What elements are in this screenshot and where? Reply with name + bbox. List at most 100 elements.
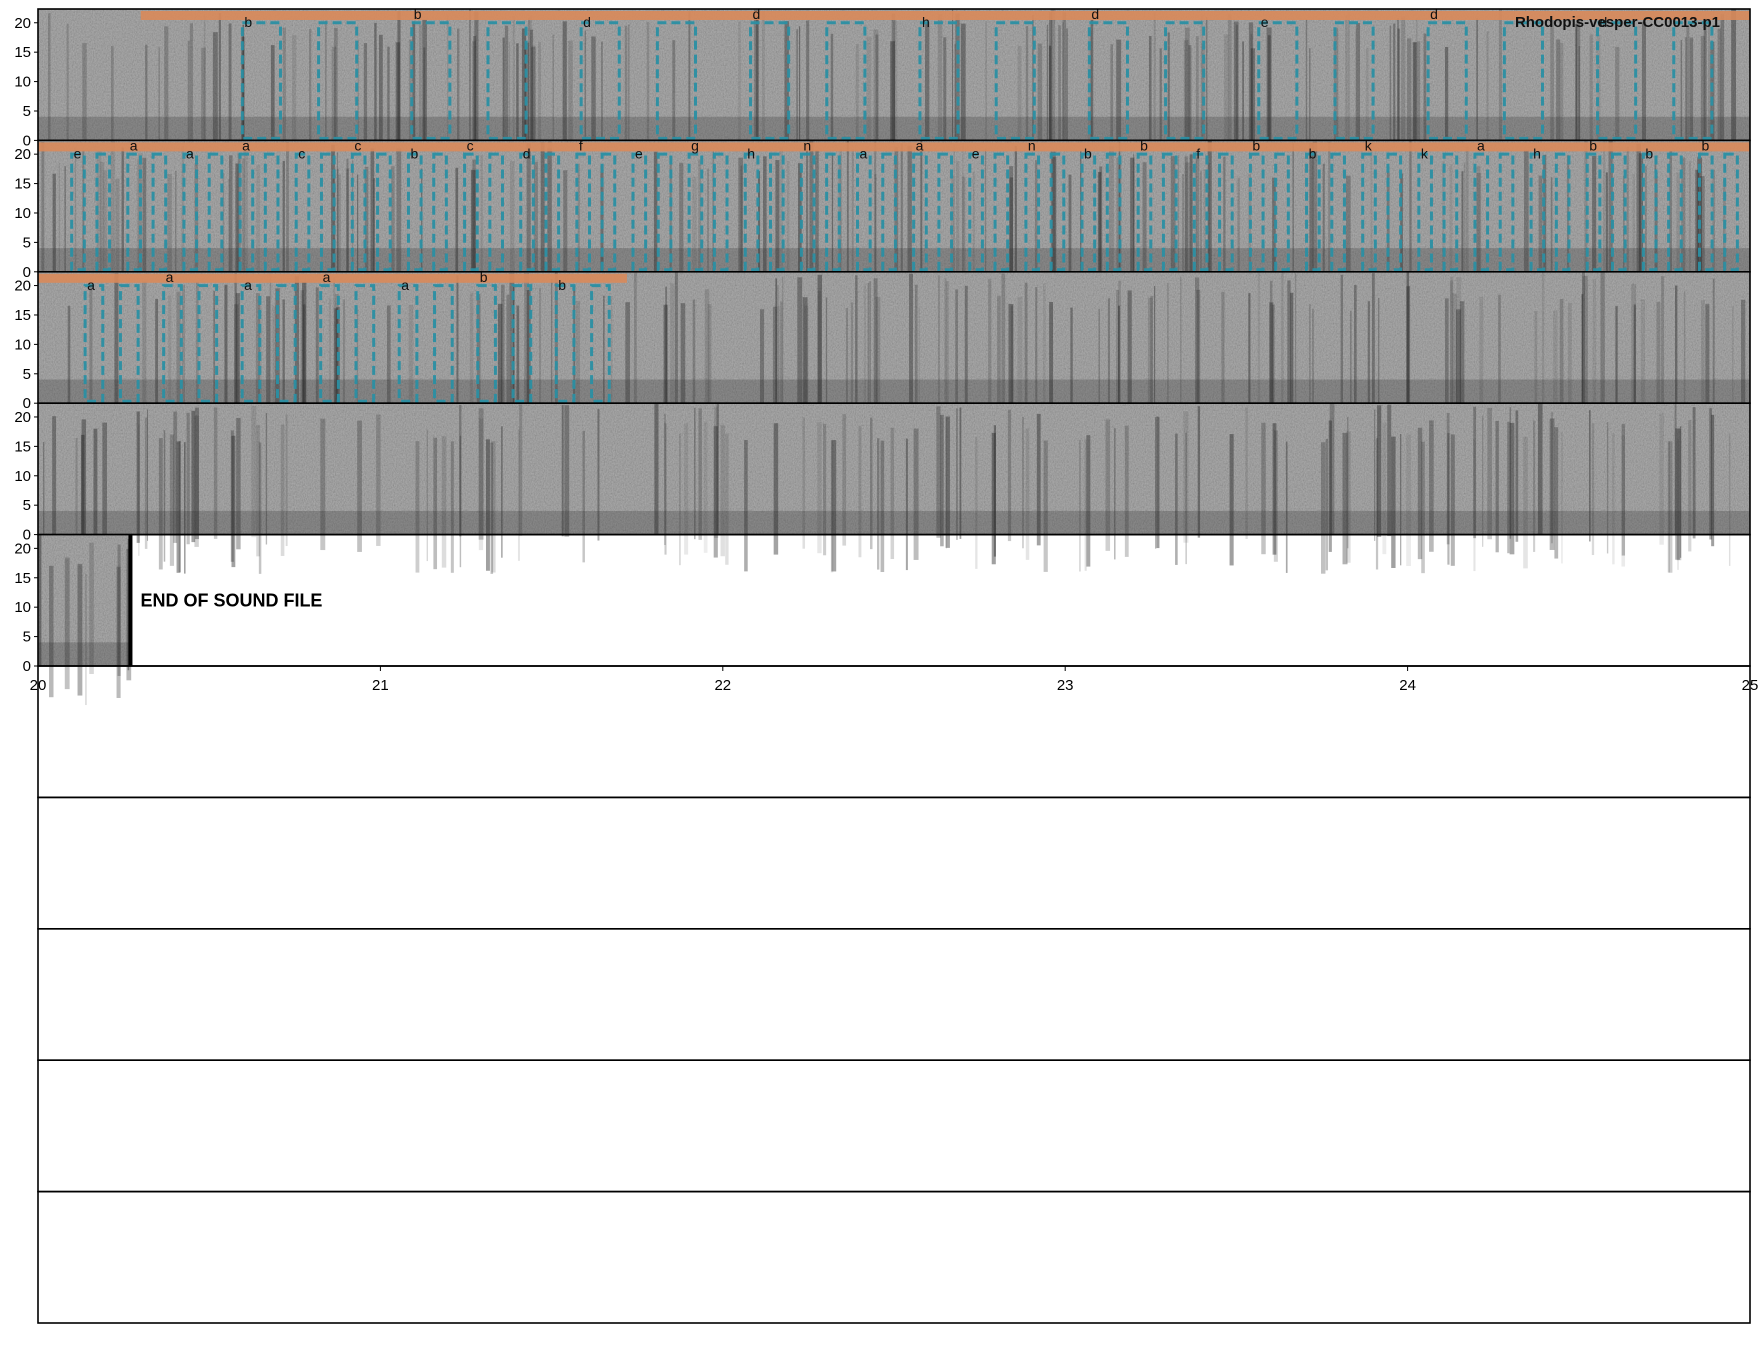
spectrogram-stripe — [1409, 140, 1412, 272]
spectrogram-stripe — [1681, 157, 1686, 290]
spectrogram-stripe — [1382, 422, 1387, 555]
syllable-box — [182, 152, 199, 272]
spectrogram-stripe — [41, 141, 45, 274]
syllable-box — [83, 284, 105, 403]
spectrogram-stripe — [82, 42, 87, 175]
syllable-box — [631, 152, 648, 272]
x-tick-label: 22 — [714, 677, 731, 694]
spectrogram-stripe — [67, 306, 71, 438]
spectrogram-stripe — [624, 25, 628, 158]
spectrogram-stripe — [945, 417, 948, 549]
spectrogram-stripe — [74, 147, 77, 279]
spectrogram-stripe — [528, 17, 531, 149]
spectrogram-stripe — [80, 434, 85, 567]
spectrogram-stripe — [1449, 164, 1453, 296]
row-frame — [37, 927, 1751, 1061]
spectrogram-stripe — [1208, 162, 1210, 295]
spectrogram-stripe — [1523, 436, 1528, 569]
spectrogram-stripe — [422, 19, 427, 152]
spectrogram-stripe — [738, 21, 741, 154]
spectrogram-stripe — [845, 307, 848, 440]
spectrogram-stripe — [176, 291, 181, 424]
syllable-box — [912, 152, 928, 272]
spectrogram-stripe — [1087, 30, 1092, 163]
spectrogram-stripe — [817, 290, 822, 423]
spectrogram-stripe — [962, 143, 964, 275]
spectrogram-stripe — [1118, 142, 1121, 274]
syllable-label: b — [480, 269, 488, 285]
syllable-label: d — [1600, 14, 1608, 30]
spectrogram-stripe — [1355, 28, 1357, 160]
spectrogram-stripe — [1203, 169, 1206, 301]
spectrogram-stripe — [1631, 283, 1637, 416]
spectrogram-stripe — [1592, 279, 1597, 411]
syllable-label: a — [323, 269, 331, 285]
spectrogram-stripe — [1645, 165, 1647, 298]
spectrogram-stripe — [713, 426, 718, 558]
spectrogram-stripe — [66, 24, 69, 156]
spectrogram-stripe — [1636, 143, 1641, 276]
spectrogram-stripe — [243, 147, 248, 280]
spectrogram-stripe — [158, 438, 163, 570]
spectrogram-stripe — [144, 417, 148, 549]
spectrogram-stripe — [1566, 155, 1570, 287]
spectrogram-stripe — [597, 409, 600, 541]
spectrogram-stripe — [531, 46, 536, 178]
spectrogram-stripe — [517, 429, 520, 561]
spectrogram-stripe — [1717, 28, 1722, 160]
syllable-box — [1105, 152, 1122, 272]
spectrogram-stripe — [797, 277, 803, 409]
syllable-label: d — [1430, 6, 1438, 22]
spectrogram-stripe — [1406, 286, 1411, 418]
syllable-box — [350, 152, 367, 272]
syllable-box — [1361, 152, 1377, 272]
spectrogram-stripe — [1133, 154, 1135, 286]
spectrogram-stripe — [753, 9, 759, 142]
spectrogram-stripe — [1233, 21, 1239, 153]
spectrogram-stripe — [235, 163, 239, 295]
syllable-box — [1024, 152, 1041, 272]
spectrogram-stripe — [1346, 431, 1351, 563]
syllable-box — [197, 284, 219, 403]
spectrogram-stripe — [1195, 36, 1199, 168]
spectrogram-stripe — [378, 34, 383, 167]
spectrogram-stripe — [1482, 415, 1484, 547]
spectrogram-stripe — [714, 406, 719, 538]
spectrogram-stripe — [1167, 32, 1170, 164]
spectrogram-stripe — [858, 425, 862, 558]
spectrogram-stripe — [282, 161, 285, 293]
syllable-label: d — [583, 14, 591, 30]
spectrogram-stripe — [1450, 280, 1453, 412]
spectrogram-stripe — [1312, 141, 1318, 274]
spectrogram-stripe — [136, 159, 142, 291]
spectrogram-stripe — [1669, 151, 1672, 283]
spectrogram-stripe — [282, 27, 286, 159]
spectrogram-stripe — [972, 171, 975, 304]
spectrogram-stripe — [1459, 301, 1465, 433]
spectrogram-stripe — [953, 144, 955, 276]
spectrogram-stripe — [1476, 172, 1482, 305]
spectrogram-stripe — [1248, 22, 1254, 154]
y-tick-label: 0 — [23, 395, 31, 412]
spectrogram-stripe — [1175, 433, 1178, 565]
spectrogram-stripe — [877, 438, 880, 570]
spectrogram-stripe — [1070, 307, 1073, 439]
syllable-box — [1672, 21, 1714, 140]
spectrogram-stripe — [1661, 276, 1665, 408]
spectrogram-stripe — [817, 421, 822, 554]
syllable-box — [825, 21, 867, 140]
spectrogram-stripe — [1550, 177, 1553, 309]
y-tick-label: 20 — [14, 278, 31, 295]
syllable-box — [126, 152, 142, 272]
spectrogram-stripe — [374, 22, 377, 155]
spectrogram-stripe — [272, 306, 277, 438]
spectrogram-stripe — [775, 278, 778, 410]
spectrogram-stripe — [806, 20, 810, 152]
spectrogram-stripe — [1387, 404, 1392, 537]
syllable-box — [486, 21, 528, 140]
spectrogram-stripe — [1417, 41, 1421, 173]
spectrogram-stripe — [568, 40, 573, 173]
spectrogram-stripe — [867, 282, 870, 415]
spectrogram-stripe — [1345, 15, 1348, 147]
spectrogram-stripe — [665, 286, 667, 419]
